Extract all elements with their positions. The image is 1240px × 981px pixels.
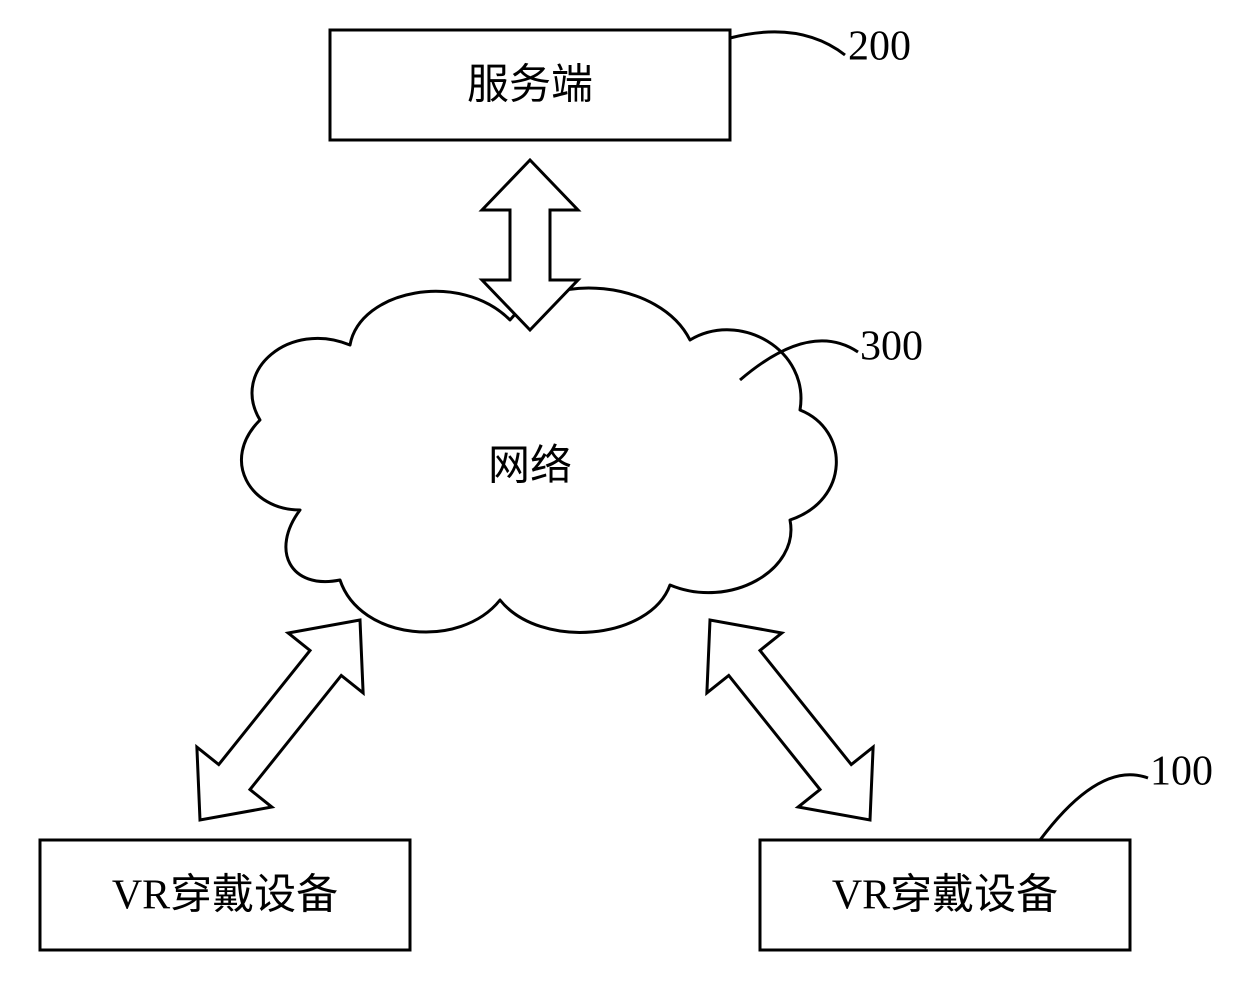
arrow-cloud_vr_right bbox=[707, 620, 873, 820]
node-vr_right-label: VR穿戴设备 bbox=[832, 872, 1058, 919]
diagram-canvas: 服务端网络 VR穿戴设备 VR穿戴设备 200 300 100 bbox=[0, 0, 1240, 981]
node-vr_left-label: VR穿戴设备 bbox=[112, 872, 338, 919]
arrow-cloud_vr_left bbox=[197, 620, 363, 820]
ref-cloud-label: 300 bbox=[860, 324, 923, 370]
leader-server bbox=[730, 32, 845, 55]
ref-server-label: 200 bbox=[848, 24, 911, 70]
ref-vr_right-label: 100 bbox=[1150, 749, 1213, 795]
node-cloud-label: 网络 bbox=[488, 443, 572, 490]
leader-vr_right bbox=[1040, 775, 1148, 840]
arrow-server_cloud bbox=[482, 160, 578, 330]
leader-cloud bbox=[740, 341, 858, 380]
node-server-label: 服务端 bbox=[467, 63, 593, 109]
